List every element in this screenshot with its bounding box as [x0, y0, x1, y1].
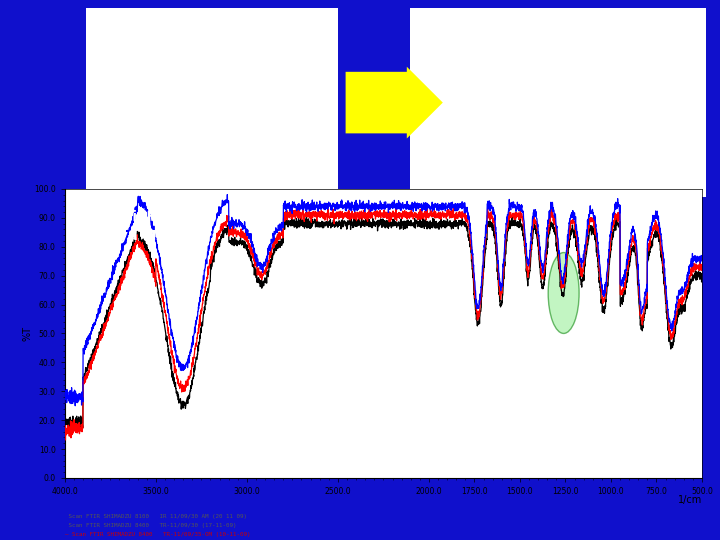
Text: Scan FTIR SHIMADZU 8100   IR 11/09/30 AM (20 11 09): Scan FTIR SHIMADZU 8100 IR 11/09/30 AM (…: [65, 515, 247, 519]
FancyBboxPatch shape: [86, 8, 338, 197]
Text: — Scan FTIR SHIMADZU 8400   TR-11/09/35-OM (10-11-09): — Scan FTIR SHIMADZU 8400 TR-11/09/35-OM…: [65, 532, 251, 537]
Text: Hasil FTIR: Hasil FTIR: [103, 210, 181, 224]
X-axis label: 1/cm: 1/cm: [678, 495, 702, 505]
Ellipse shape: [548, 253, 579, 333]
Text: Scan FTIR SHIMADZU 8400   TR-11/09/30 (17-11-09): Scan FTIR SHIMADZU 8400 TR-11/09/30 (17-…: [65, 523, 236, 528]
FancyArrow shape: [346, 66, 443, 138]
Text: Partikel tanpa perlakuan: Partikel tanpa perlakuan: [270, 336, 464, 350]
Text: Kayu Mindi: Kayu Mindi: [99, 228, 185, 242]
Text: Papan Partikel: Papan Partikel: [310, 410, 424, 424]
Text: Partikel teroksidasi: Partikel teroksidasi: [291, 373, 444, 387]
Y-axis label: %T: %T: [22, 326, 32, 341]
FancyBboxPatch shape: [410, 8, 706, 197]
